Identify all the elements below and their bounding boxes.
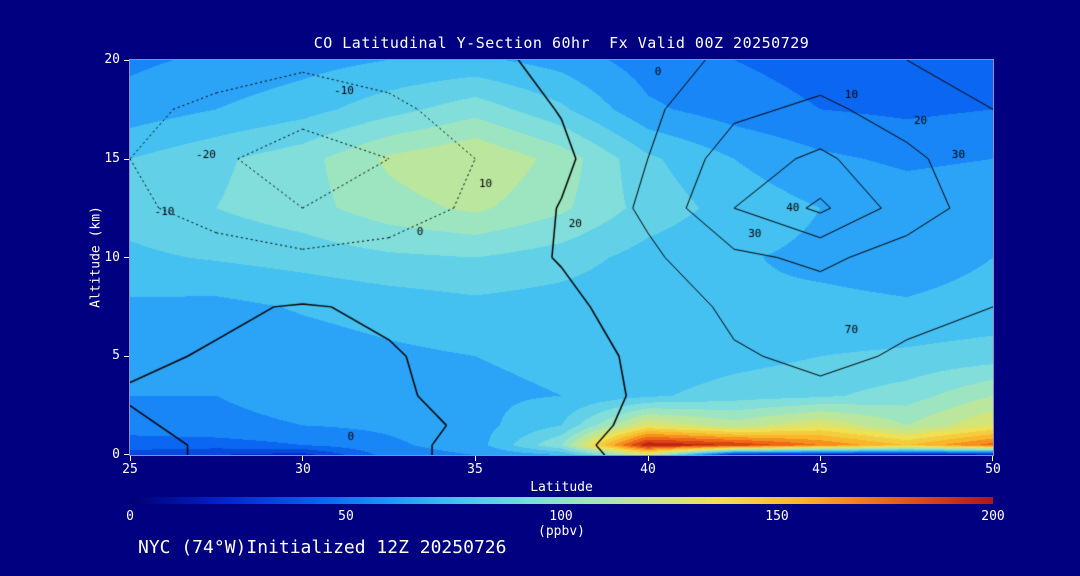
y-tick-label: 20 <box>104 52 120 67</box>
y-tick-label: 15 <box>104 151 120 166</box>
x-tick-label: 50 <box>985 462 1001 477</box>
x-tick-mark <box>475 456 476 461</box>
x-tick-label: 25 <box>122 462 138 477</box>
colorbar-label: (ppbv) <box>538 524 585 539</box>
y-tick-mark <box>124 257 129 258</box>
x-tick-mark <box>992 456 993 461</box>
plot-area <box>129 59 994 456</box>
y-tick-mark <box>124 454 129 455</box>
chart-title: CO Latitudinal Y-Section 60hr Fx Valid 0… <box>313 34 810 52</box>
x-tick-label: 35 <box>467 462 483 477</box>
colorbar-tick-label: 200 <box>981 509 1005 524</box>
y-tick-mark <box>124 159 129 160</box>
y-tick-label: 10 <box>104 250 120 265</box>
colorbar-tick-label: 50 <box>338 509 354 524</box>
x-tick-mark <box>648 456 649 461</box>
x-axis-label: Latitude <box>530 480 593 495</box>
colorbar-canvas <box>130 497 993 504</box>
x-tick-mark <box>302 456 303 461</box>
colorbar-tick-label: 150 <box>765 509 789 524</box>
y-tick-label: 5 <box>112 348 120 363</box>
y-tick-label: 0 <box>112 447 120 462</box>
x-tick-mark <box>130 456 131 461</box>
y-tick-mark <box>124 60 129 61</box>
x-tick-label: 40 <box>640 462 656 477</box>
colorbar-tick-label: 0 <box>126 509 134 524</box>
colorbar-tick-label: 100 <box>549 509 573 524</box>
y-tick-mark <box>124 356 129 357</box>
x-tick-label: 45 <box>812 462 828 477</box>
x-tick-label: 30 <box>295 462 311 477</box>
heatmap-canvas <box>130 60 993 455</box>
x-tick-mark <box>820 456 821 461</box>
footer-text: NYC (74°W)Initialized 12Z 20250726 <box>138 537 507 558</box>
